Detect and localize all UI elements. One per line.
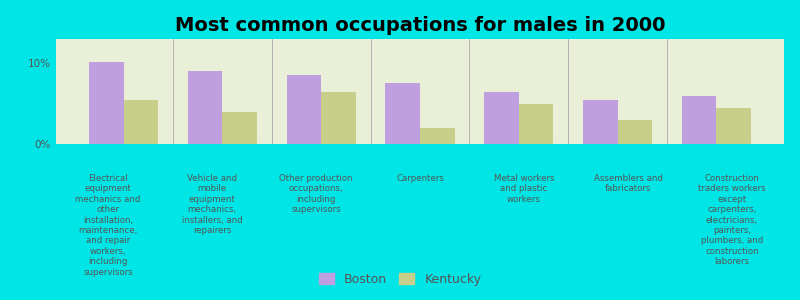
Text: Vehicle and
mobile
equipment
mechanics,
installers, and
repairers: Vehicle and mobile equipment mechanics, … <box>182 174 242 235</box>
Legend: Boston, Kentucky: Boston, Kentucky <box>314 268 486 291</box>
Bar <box>386 83 420 144</box>
Bar <box>484 92 518 144</box>
Bar <box>188 71 222 144</box>
Text: Assemblers and
fabricators: Assemblers and fabricators <box>594 174 662 194</box>
Text: Carpenters: Carpenters <box>396 174 444 183</box>
Text: Electrical
equipment
mechanics and
other
installation,
maintenance,
and repair
w: Electrical equipment mechanics and other… <box>75 174 141 277</box>
Bar <box>682 95 716 144</box>
Bar <box>322 92 356 144</box>
Title: Most common occupations for males in 2000: Most common occupations for males in 200… <box>174 16 666 35</box>
Bar <box>583 100 618 144</box>
Bar <box>716 108 751 144</box>
Bar <box>222 112 257 144</box>
Bar <box>89 61 124 144</box>
Text: Metal workers
and plastic
workers: Metal workers and plastic workers <box>494 174 554 204</box>
Text: Construction
traders workers
except
carpenters,
electricians,
painters,
plumbers: Construction traders workers except carp… <box>698 174 766 266</box>
Bar <box>286 75 322 144</box>
Text: Other production
occupations,
including
supervisors: Other production occupations, including … <box>279 174 353 214</box>
Bar <box>618 120 652 144</box>
Bar <box>518 103 554 144</box>
Bar <box>420 128 454 144</box>
Bar <box>124 100 158 144</box>
